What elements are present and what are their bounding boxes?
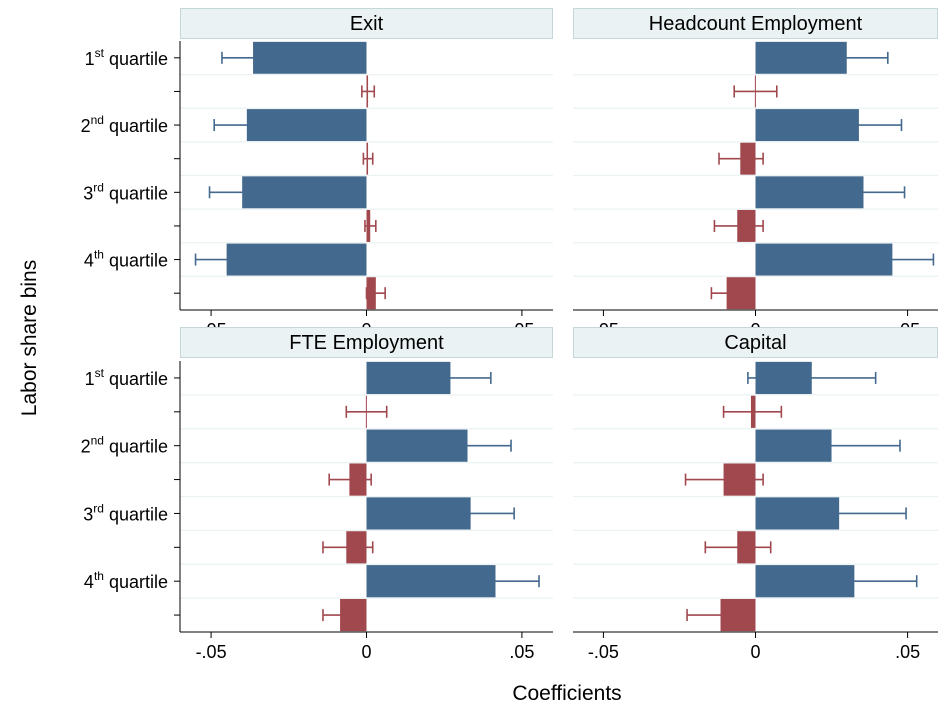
- series-1-error-bar: [848, 253, 935, 266]
- series-2-error-bar: [362, 152, 374, 165]
- x-tick-label: .05: [509, 642, 534, 662]
- series-1-error-bar: [817, 119, 903, 132]
- x-tick-label: -.05: [588, 642, 619, 662]
- series-2-error-bar: [365, 287, 386, 300]
- series-1-error-bar: [762, 439, 901, 452]
- y-tick-label: 3rd quartile: [83, 180, 168, 203]
- panel-strip: [180, 327, 553, 358]
- series-2-error-bar: [361, 85, 376, 98]
- series-1-error-bar: [194, 253, 257, 266]
- panel-title: Headcount Employment: [649, 13, 863, 35]
- series-2-error-bar: [345, 405, 388, 418]
- x-tick-label: 0: [750, 642, 760, 662]
- y-tick-label: 2nd quartile: [81, 434, 168, 457]
- series-2-error-bar: [722, 405, 783, 418]
- panel-strip: [180, 8, 553, 39]
- x-tick-label: .05: [895, 642, 920, 662]
- panel-title: Exit: [350, 13, 384, 35]
- series-1-error-bar: [424, 439, 512, 452]
- panels-layer: Exit 1st quartile 2nd quartile 3rd quartile…: [81, 8, 938, 662]
- series-2-error-bar: [686, 609, 755, 622]
- series-1-error-bar: [804, 51, 889, 64]
- panel-headcount-employment: Headcount Employment-.050.05: [573, 8, 938, 340]
- series-2-error-bar: [328, 473, 372, 486]
- series-2-error-bar: [704, 541, 772, 554]
- y-tick-label: 3rd quartile: [83, 501, 168, 524]
- series-2-error-bar: [718, 152, 764, 165]
- series-2-error-bar: [322, 609, 358, 622]
- panel-exit: Exit 1st quartile 2nd quartile 3rd quartile…: [81, 8, 553, 340]
- x-tick-label: 0: [361, 642, 371, 662]
- y-tick-label: 2nd quartile: [81, 113, 168, 136]
- panel-capital: Capital -.05 0 .05: [573, 327, 938, 662]
- series-1-error-bar: [208, 186, 276, 199]
- y-tick-label: 4th quartile: [84, 569, 168, 592]
- series-1-error-bar: [221, 51, 282, 64]
- series-2-error-bar: [710, 287, 745, 300]
- series-1-error-bar: [747, 371, 877, 384]
- series-1-error-bar: [426, 507, 515, 520]
- y-tick-label: 1st quartile: [85, 46, 168, 69]
- x-tick-label: -.05: [196, 642, 227, 662]
- panel-title: FTE Employment: [289, 332, 444, 354]
- series-1-error-bar: [789, 575, 918, 588]
- y-tick-label: 4th quartile: [84, 248, 168, 271]
- y-tick-label: 1st quartile: [85, 366, 168, 389]
- series-1-error-bar: [821, 186, 906, 199]
- series-2-error-bar: [733, 85, 778, 98]
- series-2-error-bar: [684, 473, 764, 486]
- series-1-error-bar: [213, 119, 279, 132]
- panel-fte-employment: FTE Employment 1st quartile 2nd quartile 3r…: [81, 327, 553, 662]
- series-2-error-bar: [364, 219, 377, 232]
- y-axis-title: Labor share bins: [18, 260, 41, 416]
- panel-title: Capital: [724, 332, 786, 354]
- x-axis-title: Coefficients: [512, 682, 621, 705]
- series-1-error-bar: [407, 371, 492, 384]
- series-2-error-bar: [713, 219, 764, 232]
- series-2-error-bar: [322, 541, 374, 554]
- series-1-error-bar: [769, 507, 907, 520]
- series-1-error-bar: [452, 575, 540, 588]
